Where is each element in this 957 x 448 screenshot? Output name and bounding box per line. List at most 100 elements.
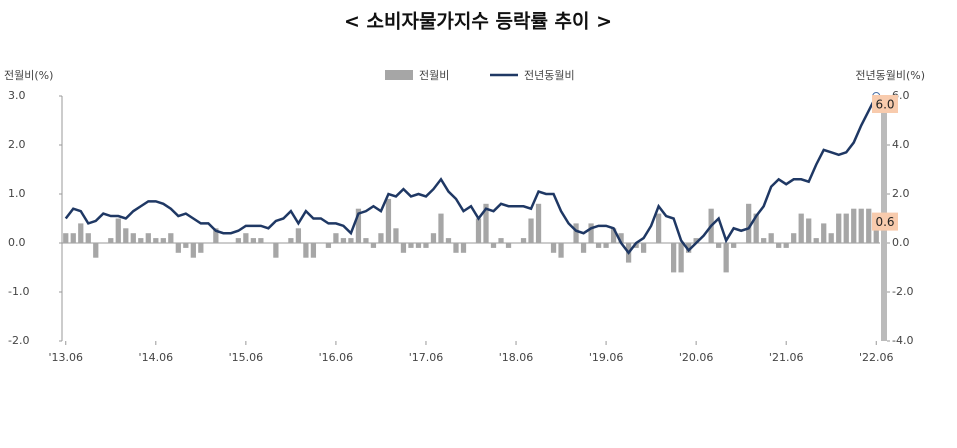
bar xyxy=(123,228,129,243)
bar xyxy=(250,238,256,243)
bar xyxy=(198,243,204,253)
bar xyxy=(70,233,76,243)
bar xyxy=(393,228,399,243)
y-tick-label: 2.0 xyxy=(8,138,26,151)
bar xyxy=(618,233,624,243)
bar xyxy=(670,243,677,273)
bar xyxy=(851,208,857,243)
bar xyxy=(168,233,174,243)
bar xyxy=(325,243,332,248)
bar xyxy=(716,243,722,248)
bar xyxy=(385,198,392,243)
bar xyxy=(175,243,181,253)
bar xyxy=(633,243,639,248)
bar xyxy=(378,233,384,243)
bar xyxy=(821,223,827,243)
bar xyxy=(460,243,467,253)
bar xyxy=(108,238,114,243)
bar xyxy=(363,238,369,243)
bar xyxy=(213,228,219,243)
bar xyxy=(348,238,354,243)
bar xyxy=(580,243,587,253)
bar xyxy=(573,223,579,243)
bar xyxy=(93,243,99,258)
bar xyxy=(595,243,602,248)
y2-tick-label: 4.0 xyxy=(892,138,910,151)
bar xyxy=(813,238,819,243)
y-axis-label: 전월비(%) xyxy=(4,69,53,82)
bar xyxy=(243,233,249,243)
bar xyxy=(438,213,444,243)
annotation: 0.6 xyxy=(875,215,894,229)
bar xyxy=(153,238,159,243)
chart-title: < 소비자물가지수 등락률 추이 > xyxy=(344,11,612,33)
bar xyxy=(610,228,617,243)
bar xyxy=(505,243,512,248)
bar xyxy=(836,213,842,243)
y2-tick-label: -2.0 xyxy=(892,285,913,298)
bar xyxy=(340,238,347,243)
bar xyxy=(303,243,309,258)
bar xyxy=(273,243,279,258)
bar xyxy=(295,228,302,243)
y2-axis-label: 전년동월비(%) xyxy=(855,69,925,82)
bar xyxy=(798,213,804,243)
y2-tick-label: -4.0 xyxy=(892,334,913,347)
bar xyxy=(806,218,812,243)
bar xyxy=(783,243,789,248)
bar xyxy=(640,243,647,253)
bar xyxy=(693,238,699,243)
bar xyxy=(776,243,782,248)
bar xyxy=(138,238,144,243)
bar xyxy=(723,243,729,273)
bar xyxy=(498,238,504,243)
bar xyxy=(828,233,834,243)
bar xyxy=(550,243,557,253)
bar xyxy=(731,243,737,248)
bar xyxy=(400,243,407,253)
y-tick-label: 1.0 xyxy=(8,187,26,200)
bar xyxy=(85,233,91,243)
bar xyxy=(753,213,759,243)
bar xyxy=(415,243,422,248)
x-tick-label: '18.06 xyxy=(499,351,534,364)
x-tick-label: '14.06 xyxy=(139,351,174,364)
bar xyxy=(115,218,121,243)
bar xyxy=(453,243,459,253)
y2-tick-label: 0.0 xyxy=(892,236,910,249)
annotation: 6.0 xyxy=(875,98,894,112)
x-tick-label: '13.06 xyxy=(48,351,83,364)
line xyxy=(64,95,878,255)
bar xyxy=(355,208,362,243)
y-tick-label: -1.0 xyxy=(8,285,29,298)
annotation-box xyxy=(872,95,898,113)
x-tick-label: '20.06 xyxy=(679,351,714,364)
bar xyxy=(445,238,452,243)
bar xyxy=(370,243,377,248)
y-tick-label: 3.0 xyxy=(8,89,26,102)
bar xyxy=(310,243,317,258)
bar xyxy=(288,238,294,243)
legend-label: 전년동월비 xyxy=(524,69,575,82)
bar xyxy=(558,243,564,258)
bar xyxy=(430,233,437,243)
bar xyxy=(183,243,189,248)
bar xyxy=(746,203,752,243)
bar xyxy=(63,233,69,243)
bar xyxy=(408,243,414,248)
x-tick-label: '17.06 xyxy=(409,351,444,364)
bar xyxy=(160,238,166,243)
y-tick-label: 0.0 xyxy=(8,236,26,249)
bar xyxy=(258,238,264,243)
x-tick-label: '21.06 xyxy=(769,351,804,364)
bar xyxy=(791,233,797,243)
x-tick-label: '19.06 xyxy=(589,351,624,364)
bar xyxy=(475,218,482,243)
bar xyxy=(866,208,872,243)
bar xyxy=(761,238,767,243)
x-tick-label: '16.06 xyxy=(319,351,354,364)
bar xyxy=(235,238,241,243)
bar xyxy=(678,243,684,273)
bar xyxy=(130,233,136,243)
